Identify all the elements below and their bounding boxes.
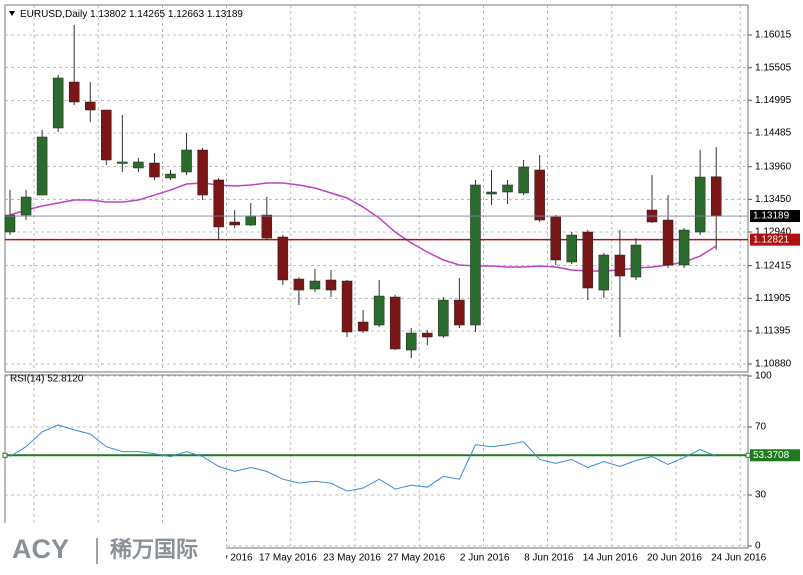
y-tick-label: 1.10880 <box>755 359 792 370</box>
y-tick-label: 1.12940 <box>755 227 792 238</box>
last-price-label: 1.13189 <box>753 211 790 222</box>
candle-body <box>373 295 385 326</box>
candle-body <box>550 216 561 261</box>
x-tick-label: 24 Jun 2016 <box>711 553 766 564</box>
y-tick-label: 1.14485 <box>755 128 792 139</box>
x-tick-label: 17 May 2016 <box>259 553 317 564</box>
candle-body <box>662 219 674 266</box>
level-box <box>750 449 800 462</box>
y-tick-label: 1.13450 <box>755 194 792 205</box>
symbol: EURUSD,Daily <box>20 9 87 20</box>
rsi-panel <box>4 374 749 549</box>
last-price-box <box>750 210 800 223</box>
candle-body <box>389 296 401 350</box>
candle-body <box>101 109 112 161</box>
candle-body <box>309 280 321 290</box>
candle-body <box>438 299 449 337</box>
candle-body <box>694 176 706 233</box>
candle-body <box>710 176 722 217</box>
rsi-title: RSI(14) 52.8120 <box>10 374 84 385</box>
chart-header: EURUSD,Daily 1.13802 1.14265 1.12663 1.1… <box>20 9 243 20</box>
level-handle <box>745 452 751 458</box>
candle-body <box>341 280 353 333</box>
candle-body <box>85 101 96 111</box>
candle-body <box>518 166 529 194</box>
y-tick-label: 1.16015 <box>755 30 792 41</box>
low: 1.12663 <box>168 9 205 20</box>
x-tick-label: 14 Jun 2016 <box>583 553 638 564</box>
high: 1.14265 <box>129 9 166 20</box>
y-tick-label: 1.13960 <box>755 161 792 172</box>
level-handle <box>2 452 8 458</box>
logo-box <box>0 523 226 575</box>
candle-body <box>406 332 417 351</box>
candle-body <box>277 236 289 281</box>
y-tick-label: 1.11905 <box>755 293 791 304</box>
candle-body <box>181 149 192 173</box>
candle-body <box>165 173 176 179</box>
level-box <box>750 233 800 246</box>
price-panel <box>4 4 749 373</box>
candle-body <box>582 231 594 289</box>
candle-body <box>261 214 273 239</box>
candle-body <box>213 179 224 228</box>
x-tick-label: 8 Jun 2016 <box>524 553 574 564</box>
candle-body <box>422 332 433 338</box>
candle-body <box>566 234 577 263</box>
candle-body <box>486 191 497 195</box>
logo: ACY 稀万国际 <box>0 523 226 575</box>
rsi-line <box>9 424 717 492</box>
close: 1.13189 <box>207 9 244 20</box>
candle-body <box>454 299 465 326</box>
x-tick-label: 23 May 2016 <box>323 553 381 564</box>
candle-body <box>598 254 610 291</box>
candle-body <box>149 162 160 178</box>
candle-body <box>534 169 545 221</box>
candle-body <box>470 184 481 326</box>
y-tick-label: 1.15505 <box>755 62 792 73</box>
open: 1.13802 <box>90 9 127 20</box>
candle-body <box>117 161 128 164</box>
y-tick-label: 30 <box>755 490 767 501</box>
logo-name: 稀万国际 <box>110 537 198 562</box>
candle-body <box>502 184 513 193</box>
y-tick-label: 1.12415 <box>755 260 792 271</box>
candle-body <box>133 161 144 169</box>
candle-body <box>357 321 369 332</box>
y-tick-label: 100 <box>755 371 772 382</box>
moving-average <box>9 182 717 272</box>
candle-body <box>325 279 337 291</box>
candle-body <box>245 215 256 226</box>
x-tick-label: 2 Jun 2016 <box>460 553 510 564</box>
candle-body <box>630 244 642 278</box>
x-tick-label: 20 Jun 2016 <box>647 553 702 564</box>
candle-body <box>20 196 32 216</box>
candle-body <box>197 149 208 196</box>
y-tick-label: 1.14995 <box>755 95 792 106</box>
y-tick-label: 0 <box>755 541 761 552</box>
candle-body <box>68 81 80 103</box>
candle-body <box>293 278 305 291</box>
logo-brand: ACY <box>12 534 69 564</box>
candle-body <box>229 221 240 226</box>
menu-arrow <box>9 11 15 16</box>
level-label: 53.3708 <box>753 450 790 461</box>
candle-body <box>4 214 16 233</box>
y-tick-label: 1.11395 <box>755 326 791 337</box>
candle-body <box>52 77 64 129</box>
x-tick-label: 27 May 2016 <box>387 553 445 564</box>
level-label: 1.12821 <box>753 234 790 245</box>
candle-body <box>678 229 690 266</box>
x-tick-label: y 2016 <box>223 553 253 564</box>
candle-body <box>614 254 626 277</box>
y-tick-label: 70 <box>755 422 767 433</box>
candle-body <box>36 136 48 196</box>
